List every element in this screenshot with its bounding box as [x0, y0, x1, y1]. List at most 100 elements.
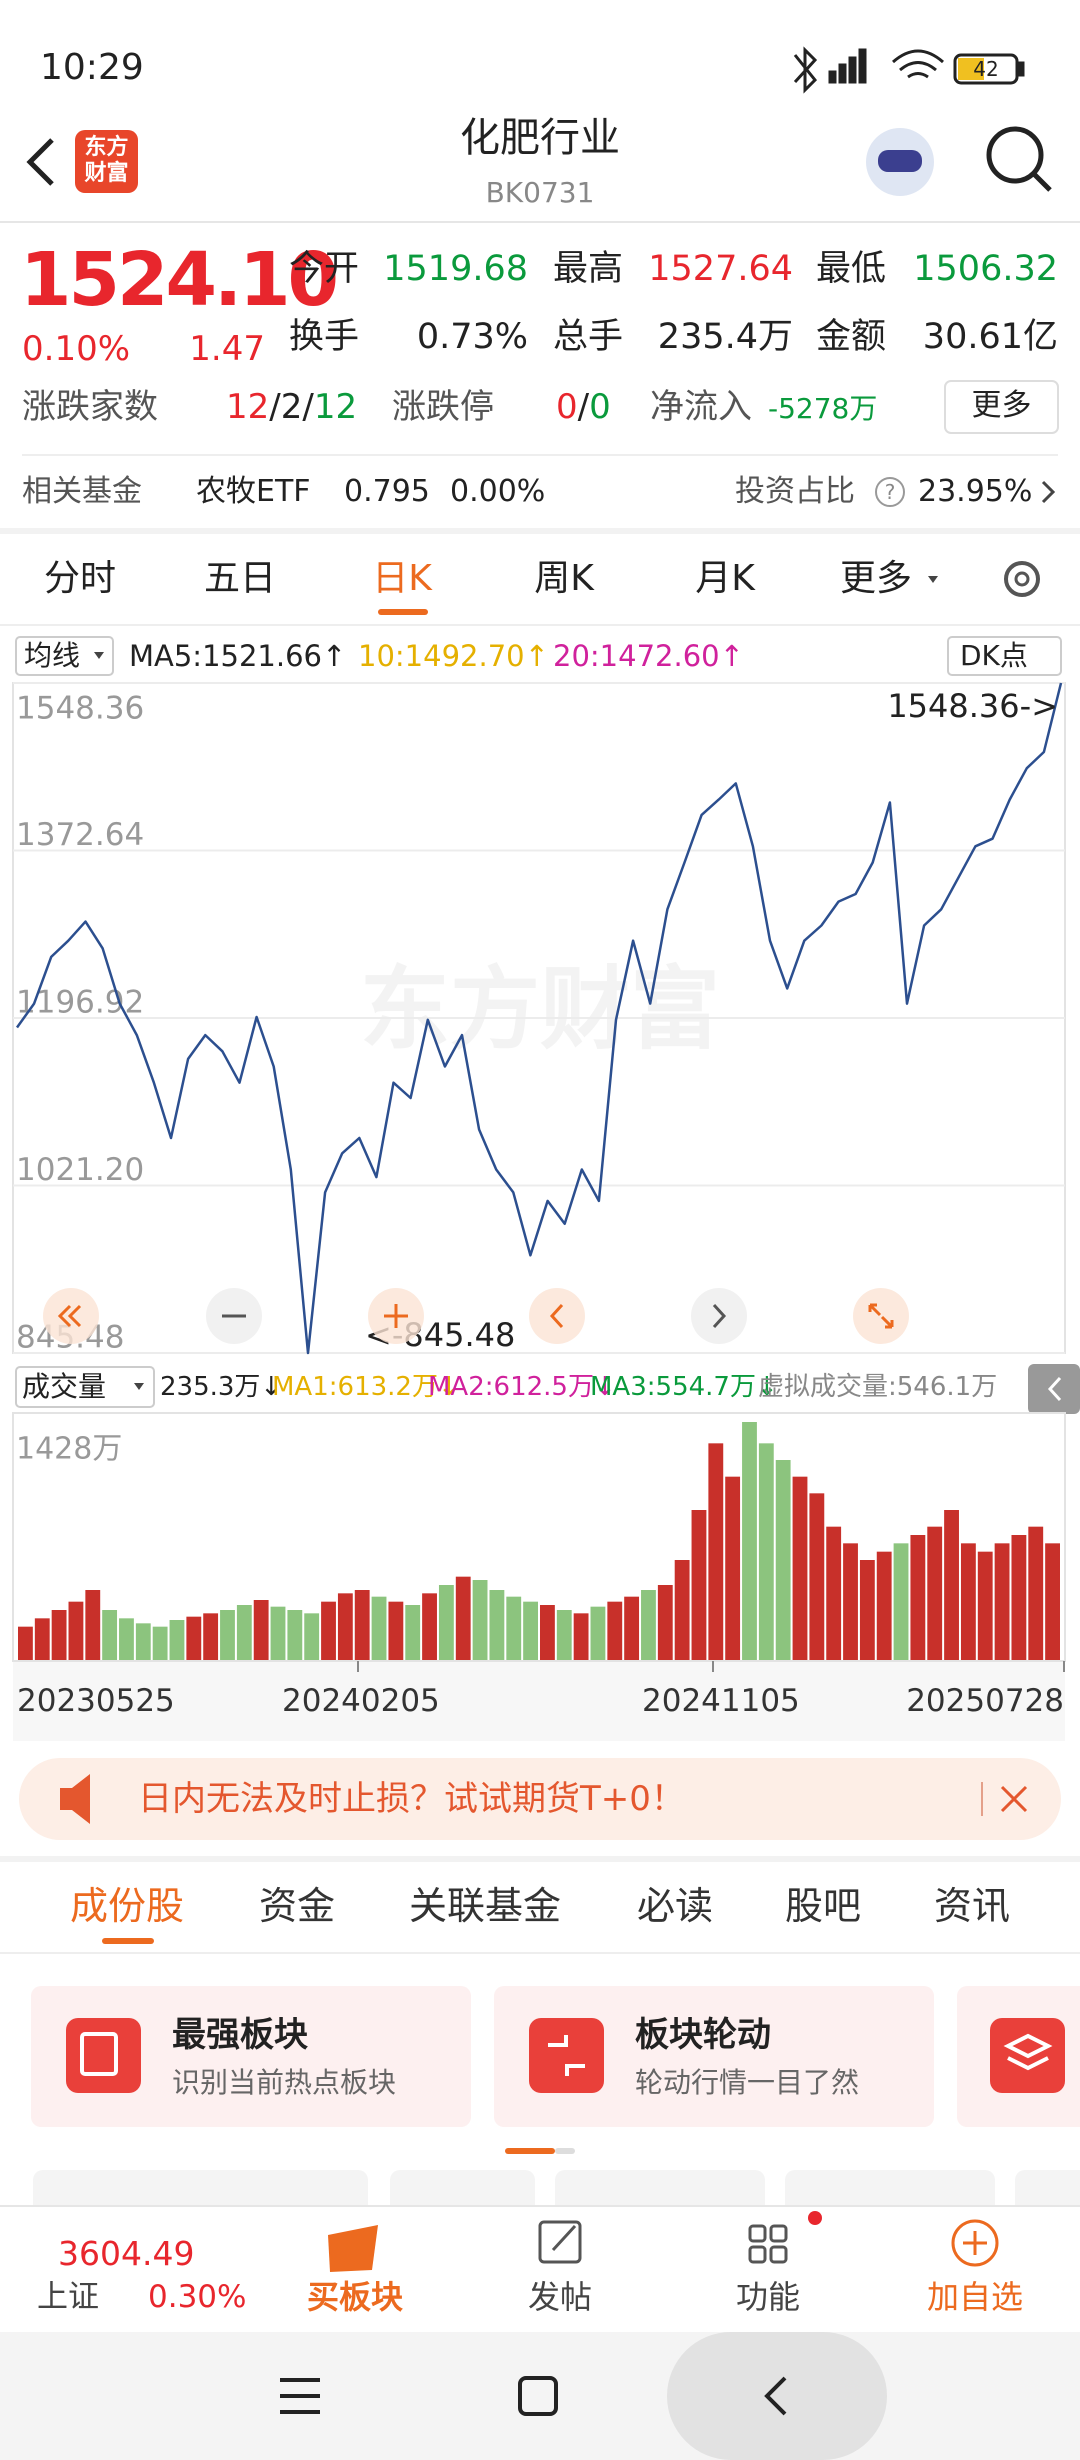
volume-top-label: 1428万	[16, 1432, 122, 1467]
content-tab[interactable]: 关联基金	[408, 1884, 561, 1928]
volume-bar	[51, 1610, 67, 1660]
chart-tab[interactable]: 分时	[43, 558, 116, 599]
content-tab-active[interactable]: 成份股	[69, 1884, 184, 1928]
ma20: 20:1472.60↑	[553, 639, 744, 673]
chart-tab[interactable]: 更多	[840, 558, 913, 599]
nav-item-active[interactable]: 买板块	[306, 2278, 403, 2316]
plus-icon	[384, 1304, 408, 1328]
volume-total: 235.3万↓	[160, 1372, 283, 1402]
card-icon-glyph	[548, 2035, 585, 2076]
chart-tab[interactable]: 五日	[203, 558, 276, 599]
field-value: 1506.32	[913, 249, 1058, 289]
content-tab[interactable]: 必读	[636, 1884, 713, 1928]
volume-bar	[742, 1422, 757, 1660]
nav-item[interactable]: 功能	[735, 2278, 800, 2316]
count-up: 12	[226, 387, 270, 427]
volume-bar	[34, 1618, 50, 1660]
post-icon	[538, 2220, 582, 2264]
back-pill[interactable]	[667, 2332, 887, 2460]
volume-bar	[725, 1476, 741, 1660]
promo-banner[interactable]	[19, 1758, 1061, 1840]
volume-selector-label[interactable]: 成交量	[22, 1370, 107, 1403]
more-button[interactable]	[944, 380, 1059, 434]
add-watchlist-icon	[951, 2219, 999, 2267]
volume-bar	[556, 1610, 572, 1660]
battery-tip	[1017, 61, 1025, 77]
help-icon[interactable]	[875, 477, 905, 507]
volume-bar	[910, 1535, 926, 1660]
ma-selector-label[interactable]: 均线	[24, 639, 81, 672]
nav-item[interactable]: 加自选	[926, 2278, 1023, 2316]
index-change[interactable]: 0.30%	[148, 2279, 247, 2315]
ma-selector[interactable]	[15, 636, 114, 676]
separator: /	[269, 387, 281, 427]
page-title: 化肥行业	[460, 115, 620, 161]
content-tab[interactable]: 股吧	[784, 1884, 861, 1928]
search-button[interactable]	[986, 126, 1044, 184]
volume-plot-frame	[12, 1412, 1066, 1662]
volume-bar	[438, 1585, 454, 1660]
banner-text[interactable]: 日内无法及时止损？试试期货T+0！	[138, 1779, 685, 1819]
fund-name[interactable]: 农牧ETF	[196, 474, 311, 509]
help-mark: ?	[884, 480, 896, 504]
volume-bar	[321, 1601, 336, 1660]
last-price: 1524.10	[20, 237, 339, 323]
volume-bar	[775, 1460, 791, 1660]
ratio-label: 投资占比	[735, 474, 855, 509]
dk-button[interactable]	[947, 636, 1062, 676]
card-subtitle: 识别当前热点板块	[172, 2066, 397, 2099]
separator: /	[577, 387, 590, 427]
volume-selector[interactable]	[15, 1366, 155, 1408]
settings-button[interactable]	[1004, 561, 1040, 597]
virtual-volume: 虚拟成交量:546.1万	[758, 1372, 998, 1402]
volume-bar	[607, 1601, 623, 1660]
home-button[interactable]	[518, 2376, 558, 2416]
plus-icon	[963, 2231, 987, 2255]
volume-bar	[354, 1590, 370, 1660]
more-label[interactable]: 更多	[971, 388, 1032, 423]
logo-text: 东方财富	[84, 135, 129, 187]
next-button[interactable]	[691, 1288, 747, 1344]
volume-bar	[994, 1543, 1010, 1660]
chart-tab[interactable]: 月K	[695, 558, 755, 599]
index-value[interactable]: 3604.49	[58, 2234, 195, 2273]
index-name[interactable]: 上证	[37, 2279, 99, 2315]
volume-bar	[472, 1580, 488, 1660]
content-tab[interactable]: 资讯	[933, 1884, 1010, 1928]
content-tab[interactable]: 资金	[258, 1884, 335, 1928]
field-value: 0.73%	[416, 317, 528, 357]
volume-bar	[388, 1601, 404, 1660]
tab-underline	[378, 609, 428, 615]
chart-tab-active[interactable]: 日K	[372, 558, 432, 599]
y-tick-label: 1196.92	[16, 985, 144, 1021]
speaker-icon	[60, 1774, 90, 1824]
card[interactable]	[31, 1986, 471, 2127]
price-chart: 东方财富1548.361372.641196.921021.20845.4815…	[13, 682, 1065, 1356]
back-button[interactable]	[26, 138, 54, 186]
volume-bar	[119, 1618, 134, 1660]
chart-tab[interactable]: 周K	[534, 558, 594, 599]
function-cell	[769, 2245, 788, 2264]
collapse-tab[interactable]	[1028, 1364, 1080, 1414]
card-icon	[529, 2018, 604, 2093]
prev-button[interactable]	[529, 1288, 585, 1344]
nav-item[interactable]: 发帖	[527, 2278, 592, 2316]
card[interactable]	[494, 1986, 934, 2127]
dropdown-arrow	[94, 652, 104, 659]
card-title: 板块轮动	[635, 2015, 771, 2055]
fullscreen-button[interactable]	[853, 1288, 909, 1344]
volume-bar	[927, 1526, 943, 1660]
dk-label[interactable]: DK点	[960, 639, 1028, 672]
volume-bar	[809, 1493, 825, 1660]
battery-level-text: 42	[973, 57, 999, 81]
fund-label: 相关基金	[22, 474, 142, 509]
menu-button[interactable]	[280, 2378, 320, 2414]
scroll-indicator	[505, 2148, 555, 2154]
volume-bar	[674, 1560, 690, 1660]
app-logo	[75, 130, 138, 193]
limit-counts: 0/0	[556, 390, 611, 424]
card-icon-glyph	[80, 2032, 118, 2076]
close-button[interactable]	[1000, 1785, 1028, 1813]
system-nav	[0, 2332, 1080, 2460]
